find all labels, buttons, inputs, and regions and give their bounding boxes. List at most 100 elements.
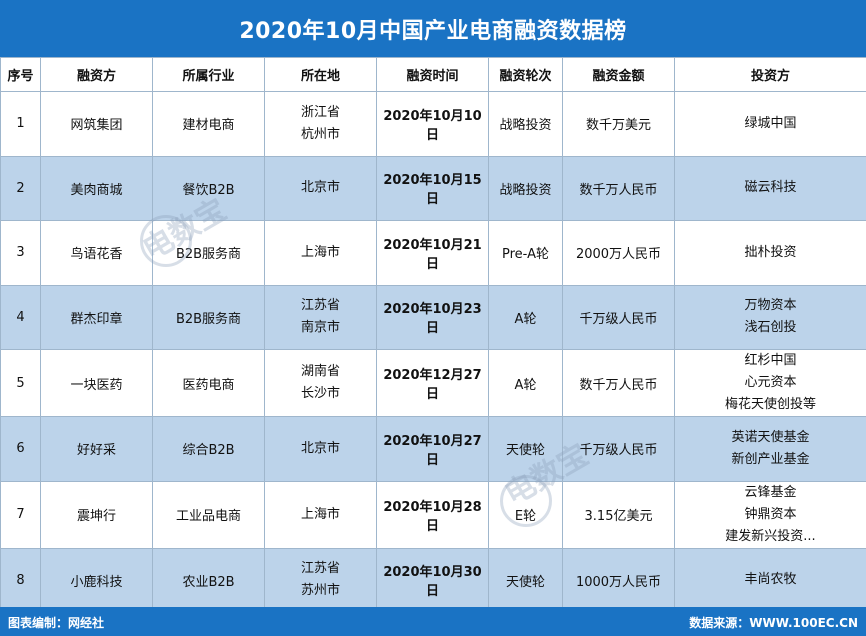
col-header-round: 融资轮次 (488, 57, 563, 92)
cell-round: Pre-A轮 (488, 220, 563, 286)
cell-location: 江苏省 苏州市 (264, 547, 377, 613)
cell-location-line: 江苏省 (300, 561, 340, 577)
cell-investors-line: 磁云科技 (744, 180, 797, 196)
col-header-industry: 所属行业 (152, 57, 265, 92)
cell-location-line: 南京市 (300, 320, 340, 336)
cell-industry: 建材电商 (152, 91, 265, 157)
cell-round: 天使轮 (488, 547, 563, 613)
cell-no: 5 (0, 349, 41, 417)
col-header-amount: 融资金额 (562, 57, 675, 92)
cell-location: 北京市 (264, 155, 377, 221)
cell-company: 群杰印章 (40, 284, 153, 350)
cell-date: 2020年10月23日 (376, 284, 489, 350)
cell-company: 一块医药 (40, 349, 153, 417)
table-row: 8 小鹿科技 农业B2B 江苏省 苏州市 2020年10月30日 天使轮 1000万人民币 丰尚… (0, 547, 866, 613)
cell-round: E轮 (488, 480, 563, 549)
cell-investors: 丰尚农牧 (674, 547, 866, 613)
cell-location-line: 北京市 (300, 440, 340, 456)
cell-investors: 云锋基金钟鼎资本建发新兴投资... (674, 480, 866, 549)
cell-round: 天使轮 (488, 416, 563, 482)
cell-location: 湖南省 长沙市 (264, 349, 377, 417)
cell-industry: B2B服务商 (152, 220, 265, 286)
cell-industry: 餐饮B2B (152, 155, 265, 221)
footer-bar: 图表编制：网经社 数据来源：WWW.100EC.CN (0, 607, 866, 636)
cell-location-line: 长沙市 (300, 386, 340, 401)
cell-round: 战略投资 (488, 155, 563, 221)
col-header-date: 融资时间 (376, 57, 489, 92)
cell-investors-line: 拙朴投资 (744, 244, 797, 260)
table-row: 2 美肉商城 餐饮B2B 北京市 2020年10月15日 战略投资 数千万人民币 磁云科技 (0, 155, 866, 221)
cell-investors-line: 红杉中国 (744, 353, 797, 368)
cell-location: 北京市 (264, 416, 377, 482)
cell-investors: 磁云科技 (674, 155, 866, 221)
col-header-investors: 投资方 (674, 57, 866, 92)
cell-location-line: 北京市 (300, 180, 340, 196)
cell-amount: 1000万人民币 (562, 547, 675, 613)
cell-investors-line: 梅花天使创投等 (724, 397, 816, 412)
cell-no: 1 (0, 91, 41, 157)
col-header-no: 序号 (0, 57, 41, 92)
cell-company: 鸟语花香 (40, 220, 153, 286)
cell-amount: 千万级人民币 (562, 416, 675, 482)
cell-industry: 综合B2B (152, 416, 265, 482)
cell-investors-line: 心元资本 (744, 375, 797, 390)
cell-location: 江苏省 南京市 (264, 284, 377, 350)
table-row: 3 鸟语花香 B2B服务商 上海市 2020年10月21日 Pre-A轮 2000万人民币 拙… (0, 220, 866, 286)
table-row: 6 好好采 综合B2B 北京市 2020年10月27日 天使轮 千万级人民币 英诺天使基金 新创… (0, 416, 866, 482)
cell-location-line: 湖南省 (300, 364, 340, 379)
cell-date: 2020年12月27日 (376, 349, 489, 417)
table-row: 1 网筑集团 建材电商 浙江省杭州市 2020年10月10日 战略投资 数千万美元 绿城中国 (0, 91, 866, 157)
cell-date: 2020年10月28日 (376, 480, 489, 549)
cell-location: 上海市 (264, 220, 377, 286)
cell-no: 4 (0, 284, 41, 350)
cell-location-line: 杭州市 (300, 126, 340, 142)
cell-round: A轮 (488, 349, 563, 417)
cell-round: A轮 (488, 284, 563, 350)
cell-date: 2020年10月21日 (376, 220, 489, 286)
cell-investors-line: 绿城中国 (744, 115, 797, 131)
cell-location: 上海市 (264, 480, 377, 549)
footer-source: 数据来源：WWW.100EC.CN (689, 616, 858, 630)
cell-investors-line: 云锋基金 (744, 484, 797, 500)
cell-no: 6 (0, 416, 41, 482)
cell-location-line: 上海市 (300, 244, 340, 260)
cell-location-line: 苏州市 (300, 583, 340, 599)
cell-investors: 万物资本 浅石创投 (674, 284, 866, 350)
cell-investors-line: 英诺天使基金 (731, 429, 810, 445)
cell-amount: 千万级人民币 (562, 284, 675, 350)
cell-date: 2020年10月15日 (376, 155, 489, 221)
cell-industry: B2B服务商 (152, 284, 265, 350)
cell-investors: 拙朴投资 (674, 220, 866, 286)
cell-location-line: 浙江省 (300, 104, 340, 120)
cell-amount: 2000万人民币 (562, 220, 675, 286)
table-header-row: 序号 融资方 所属行业 所在地 融资时间 融资轮次 融资金额 投资方 (0, 57, 866, 92)
cell-investors: 英诺天使基金 新创产业基金 (674, 416, 866, 482)
cell-investors-line: 钟鼎资本 (744, 506, 797, 522)
cell-investors: 红杉中国心元资本梅花天使创投等 (674, 349, 866, 417)
cell-investors: 绿城中国 (674, 91, 866, 157)
financing-table: 序号 融资方 所属行业 所在地 融资时间 融资轮次 融资金额 投资方 1 网筑集团… (0, 57, 866, 613)
cell-investors-line: 丰尚农牧 (744, 572, 797, 588)
cell-date: 2020年10月10日 (376, 91, 489, 157)
cell-investors-line: 浅石创投 (744, 320, 797, 336)
cell-round: 战略投资 (488, 91, 563, 157)
cell-no: 2 (0, 155, 41, 221)
table-row: 4 群杰印章 B2B服务商 江苏省 南京市 2020年10月23日 A轮 千万级人民币 万物资本… (0, 284, 866, 350)
table-row: 5 一块医药 医药电商 湖南省 长沙市 2020年12月27日 A轮 数千万人民币 红杉中国 心元… (0, 349, 866, 417)
cell-amount: 数千万人民币 (562, 349, 675, 417)
cell-company: 震坤行 (40, 480, 153, 549)
cell-company: 小鹿科技 (40, 547, 153, 613)
footer-credit: 图表编制：网经社 (8, 616, 105, 630)
cell-industry: 农业B2B (152, 547, 265, 613)
cell-amount: 数千万美元 (562, 91, 675, 157)
cell-company: 网筑集团 (40, 91, 153, 157)
col-header-location: 所在地 (264, 57, 377, 92)
cell-date: 2020年10月27日 (376, 416, 489, 482)
cell-location-line: 江苏省 (300, 298, 340, 314)
cell-investors-line: 万物资本 (744, 298, 797, 314)
cell-industry: 工业品电商 (152, 480, 265, 549)
cell-no: 7 (0, 480, 41, 549)
cell-investors-line: 建发新兴投资... (725, 528, 816, 544)
page-title: 2020年10月中国产业电商融资数据榜 (0, 0, 866, 57)
cell-company: 美肉商城 (40, 155, 153, 221)
